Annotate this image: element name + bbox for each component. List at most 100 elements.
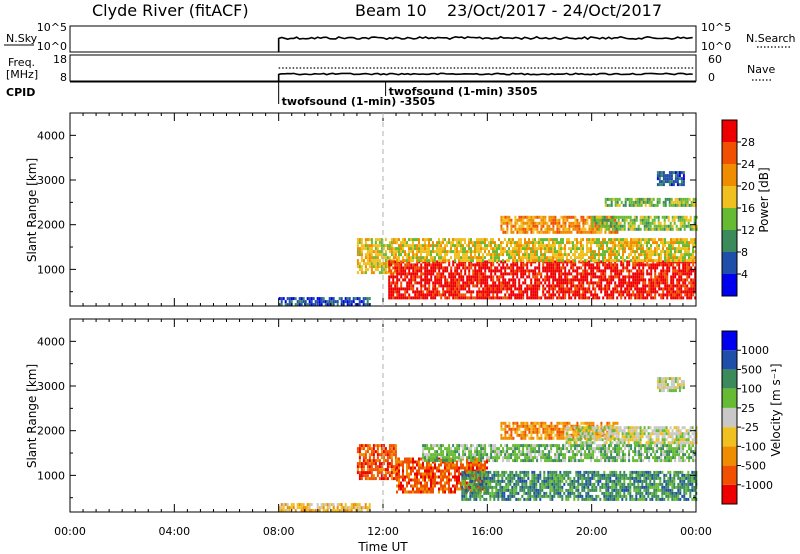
echo-cell bbox=[541, 485, 544, 489]
echo-cell bbox=[532, 275, 535, 279]
y-tick-label: 4000 bbox=[37, 129, 65, 142]
echo-cell bbox=[509, 497, 512, 501]
echo-cell bbox=[463, 476, 466, 480]
echo-cell bbox=[626, 197, 629, 201]
echo-cell bbox=[635, 215, 638, 219]
echo-cell bbox=[668, 247, 670, 251]
echo-cell bbox=[491, 494, 494, 498]
echo-cell bbox=[686, 287, 689, 291]
echo-cell bbox=[400, 460, 402, 464]
echo-cell bbox=[510, 230, 513, 234]
echo-cell bbox=[628, 290, 631, 294]
echo-cell bbox=[454, 247, 456, 251]
echo-cell bbox=[670, 287, 673, 291]
echo-cell bbox=[390, 250, 393, 254]
echo-cell bbox=[542, 256, 544, 260]
echo-cell bbox=[608, 266, 611, 270]
echo-cell bbox=[536, 278, 539, 282]
echo-cell bbox=[592, 250, 594, 254]
echo-cell bbox=[510, 218, 513, 222]
echo-cell bbox=[396, 284, 399, 288]
echo-cell bbox=[584, 278, 587, 282]
echo-cell bbox=[446, 244, 448, 248]
echo-cell bbox=[656, 253, 658, 257]
echo-cell bbox=[518, 290, 521, 294]
echo-cell bbox=[688, 259, 690, 263]
echo-cell bbox=[636, 250, 638, 254]
echo-cell bbox=[360, 453, 363, 457]
echo-cell bbox=[438, 481, 440, 485]
echo-cell bbox=[604, 278, 607, 282]
echo-cell bbox=[621, 497, 624, 501]
echo-cell bbox=[473, 488, 476, 492]
echo-cell bbox=[390, 477, 393, 481]
echo-cell bbox=[561, 488, 564, 492]
echo-cell bbox=[528, 287, 531, 291]
echo-cell bbox=[384, 265, 387, 269]
echo-cell bbox=[446, 475, 448, 479]
echo-cell bbox=[482, 256, 484, 260]
echo-cell bbox=[650, 290, 653, 294]
echo-cell bbox=[626, 290, 629, 294]
echo-cell bbox=[564, 253, 566, 257]
echo-cell bbox=[532, 227, 535, 231]
echo-cell bbox=[470, 266, 473, 270]
echo-cell bbox=[464, 263, 467, 267]
echo-cell bbox=[312, 297, 315, 301]
echo-cell bbox=[408, 466, 410, 470]
echo-cell bbox=[683, 227, 686, 231]
echo-cell bbox=[569, 482, 572, 486]
echo-cell bbox=[499, 479, 502, 483]
echo-cell bbox=[586, 230, 589, 234]
echo-cell bbox=[406, 259, 408, 263]
echo-cell bbox=[598, 281, 601, 285]
echo-cell bbox=[332, 506, 335, 510]
echo-cell bbox=[511, 491, 514, 495]
echo-cell bbox=[560, 275, 563, 279]
echo-cell bbox=[556, 290, 559, 294]
echo-cell bbox=[576, 247, 578, 251]
echo-cell bbox=[617, 476, 620, 480]
echo-cell bbox=[364, 265, 367, 269]
echo-cell bbox=[440, 278, 443, 282]
echo-cell bbox=[594, 250, 596, 254]
echo-cell bbox=[376, 465, 379, 469]
echo-cell bbox=[458, 469, 460, 473]
echo-cell bbox=[586, 263, 589, 267]
echo-cell bbox=[312, 303, 315, 307]
echo-cell bbox=[500, 218, 503, 222]
echo-cell bbox=[564, 224, 567, 228]
echo-cell bbox=[465, 476, 468, 480]
echo-cell bbox=[624, 244, 626, 248]
echo-cell bbox=[444, 296, 447, 300]
echo-cell bbox=[532, 259, 534, 263]
echo-cell bbox=[477, 473, 480, 477]
echo-cell bbox=[627, 221, 630, 225]
echo-cell bbox=[420, 466, 422, 470]
echo-cell bbox=[564, 250, 566, 254]
echo-cell bbox=[580, 266, 583, 270]
echo-cell bbox=[500, 241, 502, 245]
echo-cell bbox=[424, 490, 426, 494]
echo-cell bbox=[580, 244, 582, 248]
echo-cell bbox=[390, 453, 393, 457]
echo-cell bbox=[486, 244, 488, 248]
echo-cell bbox=[576, 241, 578, 245]
echo-cell bbox=[564, 293, 567, 297]
echo-cell bbox=[594, 287, 597, 291]
echo-cell bbox=[592, 266, 595, 270]
echo-cell bbox=[598, 238, 600, 242]
echo-cell bbox=[410, 296, 413, 300]
echo-cell bbox=[686, 247, 688, 251]
echo-cell bbox=[382, 265, 385, 269]
echo-cell bbox=[608, 259, 610, 263]
echo-cell bbox=[577, 476, 580, 480]
echo-cell bbox=[667, 218, 670, 222]
echo-cell bbox=[525, 479, 528, 483]
echo-cell bbox=[508, 238, 510, 242]
echo-cell bbox=[402, 266, 405, 270]
echo-cell bbox=[665, 224, 668, 228]
echo-cell bbox=[598, 230, 601, 234]
echo-cell bbox=[430, 487, 432, 491]
echo-cell bbox=[462, 263, 465, 267]
